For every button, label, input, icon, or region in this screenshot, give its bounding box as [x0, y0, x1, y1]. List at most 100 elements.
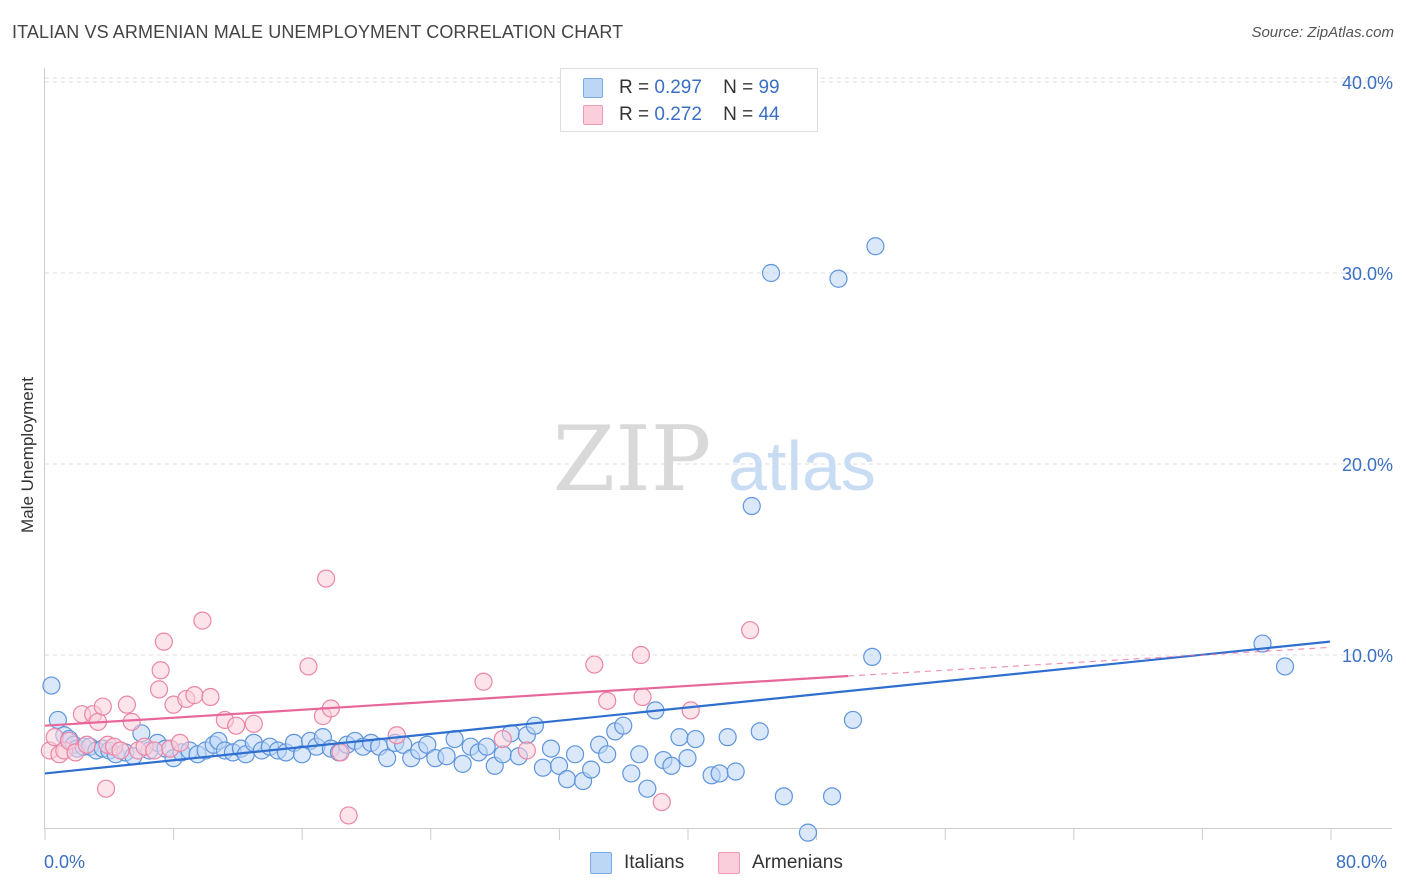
italians-point-89 — [742, 496, 761, 516]
y-axis-label: Male Unemployment — [18, 377, 37, 533]
armenians-point-10 — [93, 697, 112, 716]
trend-lines — [44, 640, 1331, 775]
italians-point-68 — [557, 770, 577, 789]
italians-point-65 — [533, 758, 553, 777]
italians-point-97 — [1275, 657, 1295, 676]
armenians-point-37 — [339, 806, 358, 825]
x-ticks — [44, 828, 1332, 840]
armenians-point-34 — [316, 569, 336, 588]
italians-r-label: R = — [619, 77, 650, 98]
y-tick-label-30: 30.0% — [1342, 264, 1393, 284]
italians-point-58 — [477, 737, 496, 756]
armenians-point-18 — [145, 741, 164, 760]
italians-point-35 — [292, 745, 312, 764]
armenians-point-45 — [633, 687, 652, 707]
italians-point-53 — [437, 747, 456, 766]
italians-point-81 — [662, 756, 681, 775]
armenians-point-28 — [201, 687, 220, 707]
armenians-r-value: 0.272 — [654, 104, 702, 125]
italians-point-99 — [829, 269, 848, 288]
italians-point-86 — [710, 764, 729, 783]
armenians-n-value: 44 — [758, 104, 780, 125]
armenians-point-13 — [111, 741, 130, 760]
armenians-point-31 — [244, 714, 263, 733]
italians-point-87 — [718, 728, 737, 747]
italians-point-0 — [42, 676, 61, 695]
y-tick-label-20: 20.0% — [1342, 455, 1393, 475]
armenians-point-19 — [149, 680, 169, 699]
italians-point-64 — [525, 716, 545, 735]
legend-armenians-label: Armenians — [752, 852, 843, 873]
correlation-legend: R = 0.297 N = 99 R = 0.272 N = 44 — [560, 68, 818, 132]
y-tick-label-40: 40.0% — [1342, 73, 1393, 93]
watermark: ZIP atlas — [553, 407, 876, 512]
armenians-point-20 — [151, 661, 170, 680]
armenians-point-7 — [77, 735, 96, 754]
legend-italians-text: R = 0.297 N = 99 — [619, 77, 780, 99]
armenians-point-48 — [741, 621, 760, 640]
italians-point-71 — [582, 760, 601, 779]
italians-point-73 — [598, 745, 617, 764]
armenians-point-26 — [185, 686, 204, 705]
armenians-point-38 — [387, 726, 406, 745]
italians-point-77 — [630, 745, 649, 764]
italians-n-label: N = — [723, 77, 754, 98]
legend-armenians-swatch — [718, 852, 740, 874]
italians-point-46 — [378, 749, 397, 768]
italians-point-60 — [493, 745, 512, 764]
source-note: Source: ZipAtlas.com — [1251, 24, 1394, 41]
armenians-point-24 — [170, 733, 190, 752]
x-tick-label-min: 0.0% — [44, 852, 86, 872]
italians-point-69 — [565, 745, 585, 764]
legend-italians-label: Italians — [624, 852, 685, 873]
armenians-swatch — [583, 105, 603, 125]
italians-swatch — [583, 78, 603, 98]
armenians-point-36 — [331, 743, 350, 762]
italians-point-55 — [453, 754, 472, 773]
x-tick-label-max: 80.0% — [1336, 852, 1388, 872]
italians-point-94 — [843, 710, 863, 730]
italians-point-92 — [798, 823, 818, 842]
italians-point-95 — [863, 647, 882, 667]
armenians-point-40 — [493, 729, 512, 749]
armenians-point-27 — [193, 611, 212, 630]
armenians-point-15 — [122, 712, 141, 731]
italians-point-88 — [726, 762, 745, 781]
armenians-point-21 — [154, 632, 173, 651]
armenians-point-14 — [117, 695, 137, 714]
italians-points — [42, 237, 1295, 842]
y-tick-labels: 10.0% 20.0% 30.0% 40.0% — [1342, 73, 1393, 666]
armenians-r-label: R = — [619, 104, 650, 125]
italians-point-66 — [541, 739, 561, 758]
italians-point-84 — [686, 729, 705, 749]
legend-armenians-text: R = 0.272 N = 44 — [619, 104, 780, 126]
italians-point-93 — [822, 787, 842, 806]
italians-point-76 — [622, 764, 641, 783]
italians-point-98 — [761, 263, 781, 283]
italians-n-value: 99 — [758, 77, 780, 98]
armenians-n-label: N = — [723, 104, 754, 125]
watermark-atlas: atlas — [728, 427, 876, 505]
italians-r-value: 0.297 — [654, 77, 702, 98]
armenians-point-42 — [585, 655, 604, 674]
legend-italians-swatch — [590, 852, 612, 874]
italians-point-90 — [750, 722, 769, 741]
armenians-point-30 — [227, 716, 246, 735]
chart-title: ITALIAN VS ARMENIAN MALE UNEMPLOYMENT CO… — [12, 22, 624, 42]
armenians-point-39 — [474, 672, 493, 691]
italians-point-78 — [638, 779, 657, 798]
italians-point-82 — [670, 728, 689, 747]
armenians-point-49 — [96, 779, 116, 798]
italians-point-83 — [678, 749, 697, 768]
armenians-trend-extension — [848, 646, 1331, 677]
italians-point-91 — [774, 787, 793, 806]
armenians-point-43 — [598, 691, 617, 710]
armenians-points — [40, 569, 760, 825]
italians-point-67 — [549, 756, 569, 775]
italians-trend-line — [44, 640, 1331, 775]
italians-point-100 — [866, 237, 885, 256]
italians-point-75 — [614, 716, 633, 735]
watermark-zip: ZIP — [553, 407, 712, 512]
armenians-point-44 — [631, 645, 651, 665]
